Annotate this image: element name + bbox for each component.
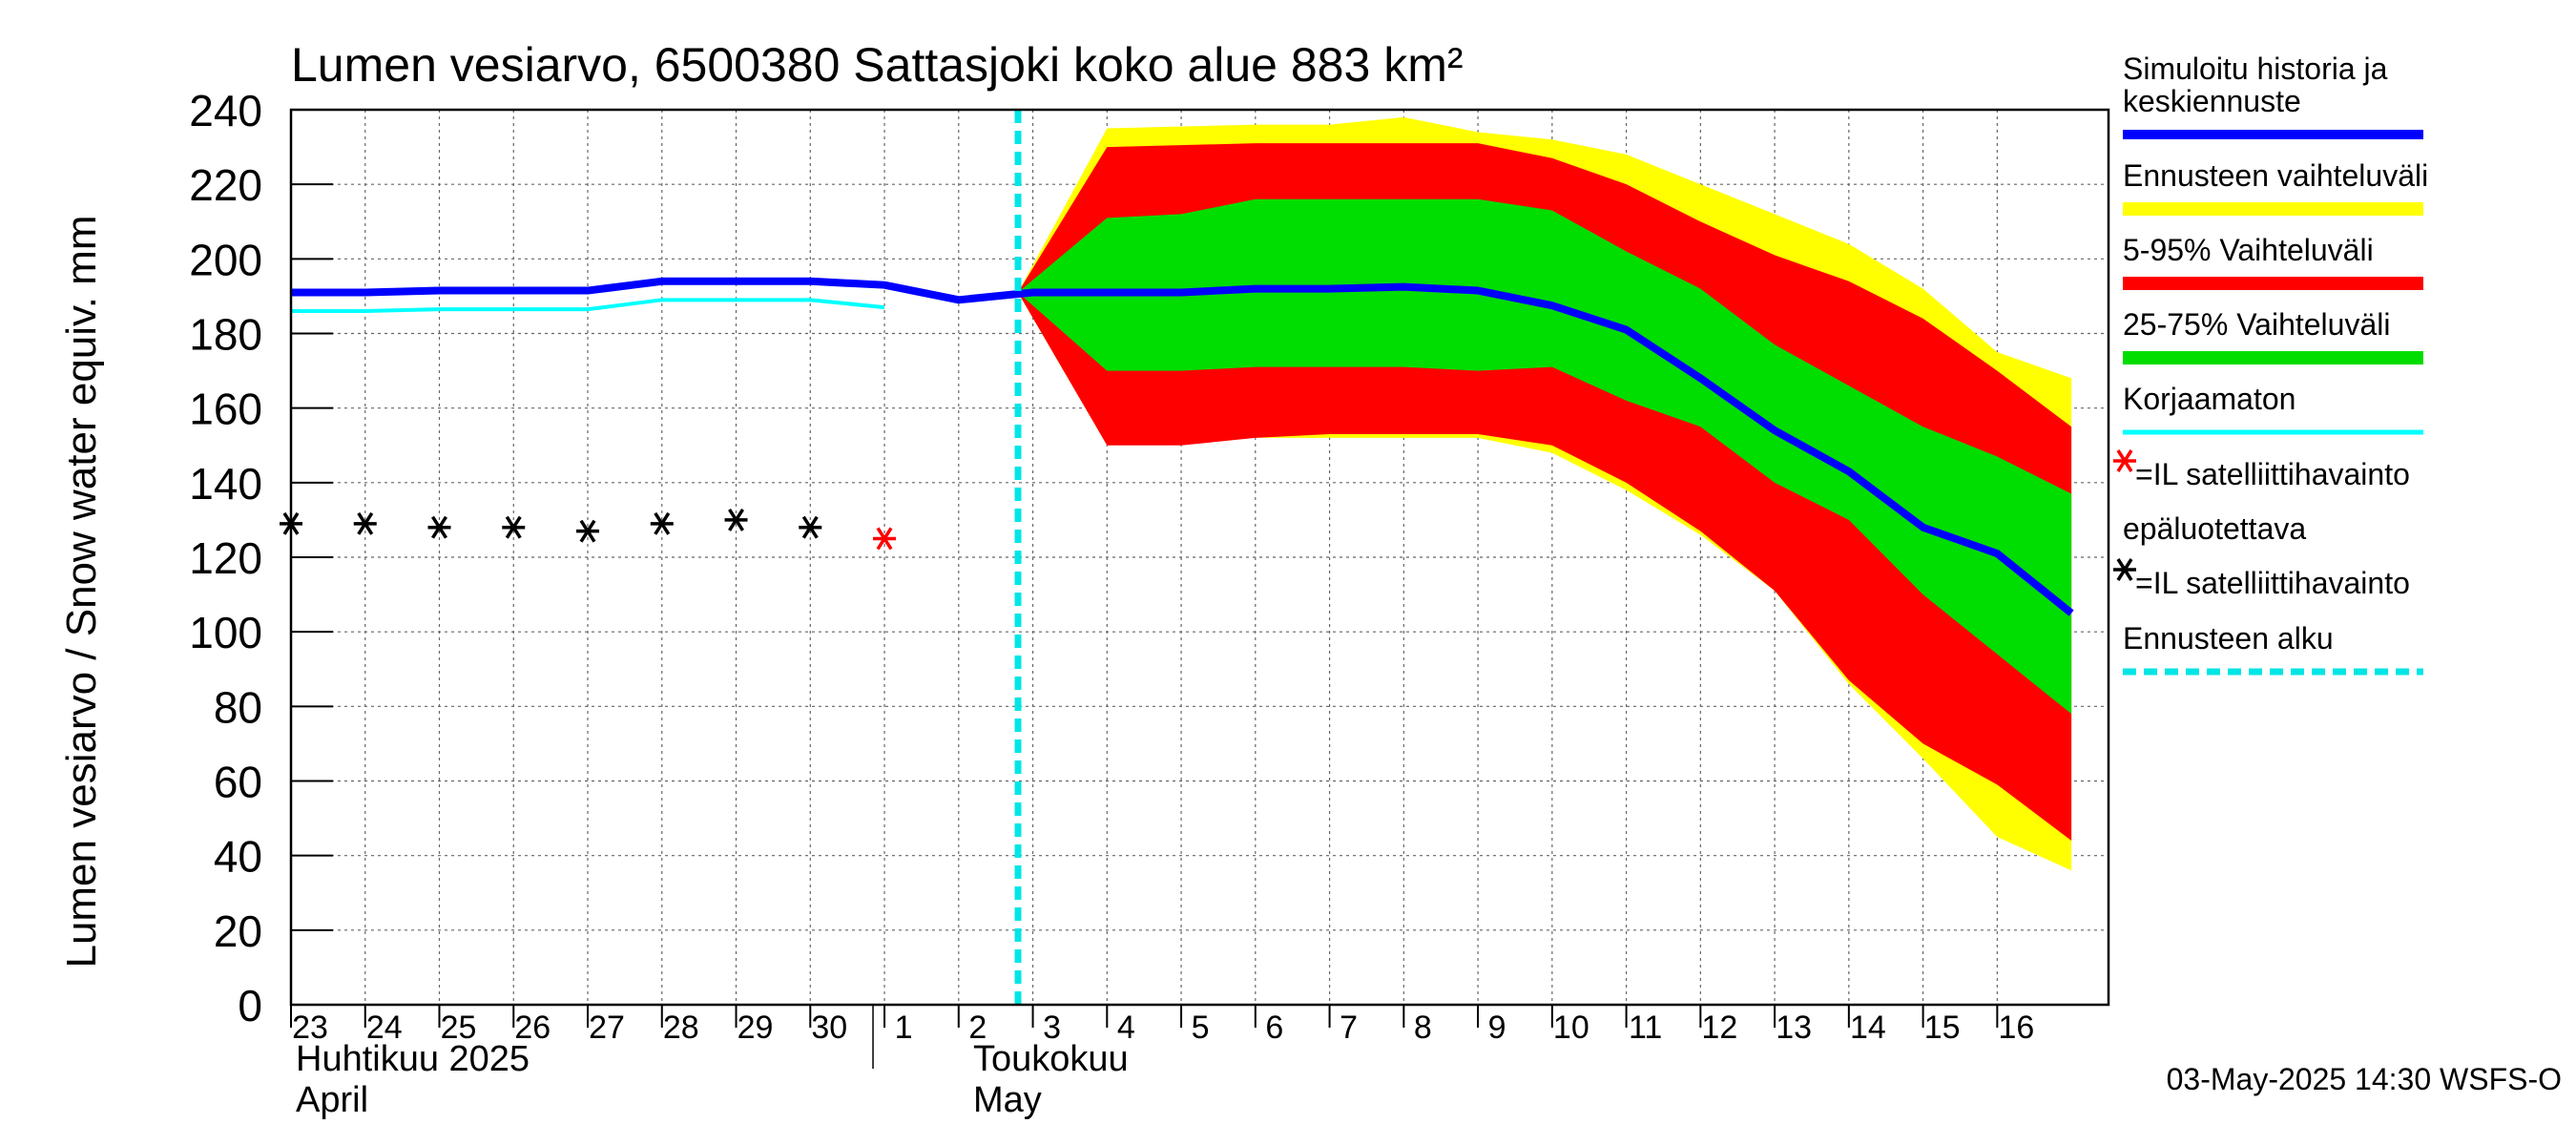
observation-reliable [353, 511, 377, 535]
legend-sim-label-2: keskiennuste [2123, 84, 2301, 118]
month-april-fi: Huhtikuu 2025 [296, 1039, 530, 1079]
observation-stroke [357, 511, 374, 535]
observation-stroke [876, 527, 893, 551]
x-tick-label: 1 [895, 1010, 913, 1046]
x-tick-label: 11 [1629, 1010, 1662, 1046]
y-tick-label: 160 [189, 385, 262, 434]
x-tick-label: 9 [1488, 1010, 1506, 1046]
observation-reliable [799, 515, 822, 539]
legend-p25-75-label: 25-75% Vaihteluväli [2123, 307, 2390, 342]
observation-stroke [654, 511, 671, 535]
observation-unreliable [873, 527, 897, 551]
uncorrected-line [291, 298, 885, 314]
y-tick-label: 200 [189, 235, 262, 284]
observation-stroke [728, 508, 745, 531]
legend-range-label: Ennusteen vaihteluväli [2123, 158, 2428, 193]
y-tick-label: 220 [189, 160, 262, 210]
observation-markers [280, 508, 897, 551]
legend-reliable-label: =IL satelliittihavainto [2135, 566, 2410, 600]
x-tick-label: 26 [514, 1010, 551, 1046]
legend-sim-label-1: Simuloitu historia ja [2123, 52, 2388, 86]
legend-reliable-marker [2113, 558, 2136, 581]
y-tick-label: 240 [189, 86, 262, 135]
x-tick-label: 30 [811, 1010, 847, 1046]
x-tick-label: 3 [1043, 1010, 1061, 1046]
y-tick-label: 0 [238, 981, 262, 1030]
x-tick-label: 2 [968, 1010, 987, 1046]
observation-reliable [576, 519, 600, 543]
forecast-range-areas [1018, 116, 2072, 871]
footer-timestamp: 03-May-2025 14:30 WSFS-O [2167, 1062, 2562, 1096]
x-tick-label: 6 [1265, 1010, 1283, 1046]
legend-unreliable-marker [2113, 449, 2136, 472]
legend-uncorrected-label: Korjaamaton [2123, 382, 2296, 416]
plot-frame [289, 108, 2110, 1007]
x-tick-label: 16 [1998, 1010, 2034, 1046]
x-tick-label: 14 [1850, 1010, 1886, 1046]
y-tick-label: 140 [189, 459, 262, 509]
observation-stroke [505, 515, 522, 539]
month-april-en: April [296, 1080, 368, 1120]
observation-reliable [650, 511, 674, 535]
y-tick-label: 40 [214, 832, 262, 882]
y-tick-label: 80 [214, 682, 262, 732]
y-tick-label: 120 [189, 533, 262, 583]
y-tick-label: 100 [189, 608, 262, 657]
simulated-mean-line [291, 277, 2074, 616]
x-tick-label: 23 [292, 1010, 328, 1046]
x-tick-label: 5 [1192, 1010, 1210, 1046]
x-tick-label: 12 [1701, 1010, 1737, 1046]
band-25-75-vaihteluv-li [1018, 198, 2072, 715]
observation-stroke [579, 519, 596, 543]
observation-stroke [431, 515, 447, 539]
x-tick-label: 7 [1340, 1010, 1358, 1046]
x-tick-label: 15 [1924, 1010, 1961, 1046]
y-tick-label: 180 [189, 310, 262, 360]
y-tick-label: 20 [214, 906, 262, 956]
legend-p5-95-label: 5-95% Vaihteluväli [2123, 233, 2374, 267]
x-tick-label: 27 [589, 1010, 625, 1046]
x-tick-label: 10 [1553, 1010, 1589, 1046]
observation-reliable [724, 508, 748, 531]
chart-title: Lumen vesiarvo, 6500380 Sattasjoki koko … [291, 38, 1464, 92]
y-tick-label: 60 [214, 758, 262, 807]
observation-reliable [502, 515, 526, 539]
month-may-fi: Toukokuu [973, 1039, 1129, 1079]
legend-unreliable-label-2: epäluotettava [2123, 511, 2306, 546]
legend: Simuloitu historia ja keskiennuste Ennus… [2113, 52, 2428, 676]
y-axis-label: Lumen vesiarvo / Snow water equiv. mm [58, 215, 105, 968]
x-tick-label: 8 [1414, 1010, 1432, 1046]
observation-stroke [801, 515, 819, 539]
x-tick-label: 13 [1776, 1010, 1812, 1046]
x-tick-label: 28 [663, 1010, 699, 1046]
series-lines [291, 110, 2074, 1005]
observation-reliable [427, 515, 451, 539]
month-may-en: May [973, 1080, 1042, 1120]
legend-unreliable-label-1: =IL satelliittihavainto [2135, 457, 2410, 491]
x-tick-label: 4 [1117, 1010, 1135, 1046]
x-tick-label: 24 [366, 1010, 403, 1046]
legend-forecast-start-label: Ennusteen alku [2123, 621, 2334, 656]
x-tick-label: 25 [441, 1010, 477, 1046]
x-tick-label: 29 [737, 1010, 774, 1046]
